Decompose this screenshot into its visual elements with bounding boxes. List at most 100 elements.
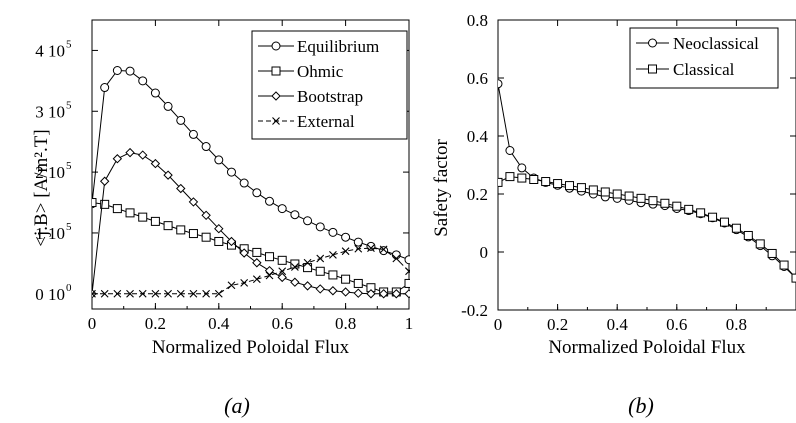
data-point-diamond bbox=[99, 176, 110, 186]
data-point-square bbox=[252, 247, 262, 257]
data-point-square bbox=[767, 248, 777, 258]
data-point-circle bbox=[315, 222, 325, 232]
data-point-diamond bbox=[391, 289, 402, 299]
data-point-square bbox=[684, 204, 694, 214]
data-point-x bbox=[303, 258, 312, 267]
data-point-diamond bbox=[201, 210, 211, 221]
data-point-square bbox=[265, 252, 275, 262]
data-point-square bbox=[696, 208, 706, 218]
data-point-circle bbox=[150, 88, 160, 98]
data-point-circle bbox=[265, 196, 275, 206]
y-tick-mantissa: 2 10 bbox=[35, 163, 65, 182]
x-axis-title: Normalized Poloidal Flux bbox=[548, 337, 746, 358]
panel-caption: (b) bbox=[628, 393, 654, 418]
x-tick-label: 0.6 bbox=[666, 315, 687, 334]
data-point-square bbox=[553, 179, 563, 189]
data-point-x bbox=[164, 289, 172, 298]
data-point-x bbox=[265, 271, 274, 280]
data-point-diamond bbox=[150, 158, 161, 169]
x-axis-title: Normalized Poloidal Flux bbox=[152, 337, 350, 358]
data-point-square bbox=[214, 236, 224, 246]
data-point-square bbox=[624, 191, 634, 201]
data-point-diamond bbox=[138, 150, 148, 160]
data-point-circle bbox=[125, 66, 135, 76]
data-point-circle bbox=[303, 216, 313, 226]
data-point-diamond bbox=[214, 223, 224, 234]
data-point-square bbox=[303, 263, 313, 273]
legend-label: Neoclassical bbox=[673, 34, 759, 53]
data-point-diamond bbox=[277, 272, 287, 283]
data-point-diamond bbox=[239, 248, 249, 258]
data-point-circle bbox=[353, 237, 363, 247]
series-line bbox=[498, 176, 796, 279]
data-point-circle bbox=[505, 146, 515, 155]
y-tick-label: 0 10 0 bbox=[35, 282, 72, 304]
data-point-x bbox=[367, 244, 375, 253]
data-point-square bbox=[600, 187, 610, 197]
data-point-square bbox=[660, 198, 670, 208]
legend-label: Classical bbox=[673, 60, 735, 79]
data-point-square bbox=[290, 259, 300, 269]
data-point-square bbox=[188, 229, 198, 239]
data-point-x bbox=[202, 289, 211, 298]
data-point-diamond bbox=[366, 289, 376, 299]
data-point-diamond bbox=[290, 277, 300, 287]
data-point-x bbox=[176, 289, 185, 298]
x-tick-label: 0.2 bbox=[145, 314, 166, 333]
y-axis-title: <j.B> [A/m².T] bbox=[31, 129, 52, 246]
y-tick-mantissa: 3 10 bbox=[35, 102, 65, 121]
data-point-circle bbox=[100, 83, 110, 93]
data-point-circle bbox=[201, 142, 211, 152]
y-tick-mantissa: 4 10 bbox=[35, 41, 65, 60]
data-point-diamond bbox=[404, 289, 410, 299]
series-line bbox=[92, 247, 410, 295]
data-point-square bbox=[588, 185, 598, 195]
legend-label: Bootstrap bbox=[297, 87, 363, 106]
data-point-square bbox=[328, 270, 338, 280]
data-point-square bbox=[731, 223, 741, 233]
data-point-square bbox=[92, 198, 97, 208]
data-point-circle bbox=[252, 188, 262, 198]
data-point-diamond bbox=[112, 154, 123, 164]
legend-label: External bbox=[297, 112, 355, 131]
y-tick-label: 0.4 bbox=[467, 127, 489, 146]
data-point-circle bbox=[188, 129, 198, 139]
y-tick-label: 0 bbox=[480, 243, 489, 262]
data-point-circle bbox=[112, 65, 122, 75]
legend-marker bbox=[271, 41, 281, 51]
series-equilibrium bbox=[92, 65, 410, 265]
data-point-circle bbox=[366, 241, 376, 251]
data-point-square bbox=[672, 201, 682, 211]
legend-marker bbox=[648, 38, 657, 48]
x-tick-label: 0.2 bbox=[547, 315, 568, 334]
data-point-circle bbox=[239, 178, 249, 188]
y-tick-exponent: 5 bbox=[66, 38, 72, 50]
data-point-x bbox=[189, 289, 198, 298]
data-point-square bbox=[743, 230, 753, 240]
data-point-diamond bbox=[176, 183, 186, 194]
data-point-circle bbox=[404, 255, 410, 265]
data-point-x bbox=[138, 289, 147, 298]
data-point-x bbox=[151, 289, 160, 298]
data-point-square bbox=[353, 278, 363, 288]
data-point-square bbox=[541, 177, 551, 187]
y-tick-exponent: 0 bbox=[66, 282, 72, 294]
data-point-square bbox=[565, 181, 575, 191]
y-tick-label: 0.8 bbox=[467, 11, 488, 30]
data-point-diamond bbox=[226, 236, 237, 247]
data-point-square bbox=[315, 266, 325, 276]
x-tick-label: 0.8 bbox=[335, 314, 356, 333]
y-tick-label: 3 10 5 bbox=[35, 99, 72, 121]
data-point-x bbox=[100, 289, 109, 298]
y-tick-exponent: 5 bbox=[66, 221, 72, 233]
data-point-square bbox=[125, 208, 135, 218]
data-point-square bbox=[791, 273, 796, 283]
panel-b: 0 0.2 0.4 0.6 0.8 -0.2 0 0.2 0.4 0.6 0.8 Neoclassic… bbox=[431, 11, 796, 418]
data-point-square bbox=[163, 221, 173, 231]
data-point-diamond bbox=[353, 288, 363, 298]
legend: Equilibrium Ohmic Bootstrap External bbox=[251, 30, 408, 140]
data-point-circle bbox=[138, 76, 148, 86]
y-axis-title: Safety factor bbox=[431, 139, 452, 237]
data-point-square bbox=[636, 193, 646, 203]
